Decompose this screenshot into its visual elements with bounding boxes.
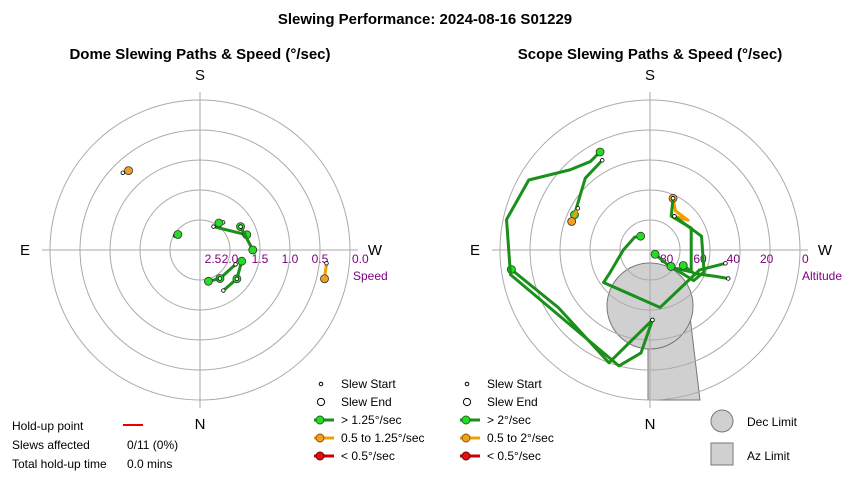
radial-tick-label: 1.0 (282, 252, 299, 266)
slew-start-point (324, 261, 329, 266)
dome-dir-left: E (20, 242, 30, 259)
slew-end-point (203, 276, 213, 286)
slew-start-point (238, 224, 243, 229)
dome-legend-medium: 0.5 to 1.25°/sec (341, 431, 425, 445)
dome-legend-fast: > 1.25°/sec (341, 413, 402, 427)
slew-path (572, 158, 604, 217)
scope-legend-medium: 0.5 to 2°/sec (487, 431, 554, 445)
slew-start-point (650, 317, 655, 323)
slews-affected-label: Slews affected (12, 438, 90, 452)
dome-chart: Dome Slewing Paths & Speed (°/sec) S N E… (20, 46, 388, 433)
radial-tick-label: 40 (727, 252, 741, 266)
slew-start-point (672, 214, 677, 219)
slew-end-point (666, 262, 676, 271)
slew-start-point (233, 262, 238, 267)
dome-legend-slow: < 0.5°/sec (341, 449, 395, 463)
slews-affected-value: 0/11 (0%) (127, 438, 178, 452)
slew-end-point (636, 231, 646, 241)
limit-legend: Dec Limit Az Limit (710, 409, 798, 466)
radial-tick-label: 0 (802, 252, 809, 266)
scope-dir-right: W (818, 242, 833, 259)
dome-legend-start: Slew Start (341, 377, 396, 391)
dome-radial-ticks: 2.5 2.0 1.5 1.0 0.5 0.0 (205, 252, 369, 266)
dome-radial-axis-label: Speed (353, 269, 388, 283)
legend-start-marker (464, 381, 470, 387)
scope-chart-title: Scope Slewing Paths & Speed (°/sec) (518, 46, 782, 63)
slew-path (212, 225, 249, 237)
slew-path (505, 150, 654, 368)
legend-end-marker (316, 397, 326, 407)
scope-legend-fast: > 2°/sec (487, 413, 531, 427)
holdup-point-label: Hold-up point (12, 419, 84, 433)
slew-start-point (211, 224, 216, 229)
slew-start-point (217, 276, 223, 281)
total-holdup-value: 0.0 mins (127, 457, 172, 471)
slew-end-point (173, 230, 183, 239)
dome-chart-title: Dome Slewing Paths & Speed (°/sec) (69, 46, 330, 63)
az-limit-label: Az Limit (747, 449, 790, 463)
az-limit-swatch (710, 442, 734, 466)
scope-legend-start: Slew Start (487, 377, 542, 391)
holdup-info: Hold-up point Slews affected 0/11 (0%) T… (12, 419, 178, 471)
slew-end-point (650, 249, 660, 259)
radial-tick-label: 20 (760, 252, 774, 266)
slew-end-point (567, 217, 577, 226)
radial-tick-label: 2.5 (205, 252, 222, 266)
dome-paths (120, 166, 329, 293)
dome-dir-top: S (195, 67, 205, 84)
scope-dir-left: E (470, 242, 480, 259)
scope-chart: Scope Slewing Paths & Speed (°/sec) S N … (470, 46, 842, 433)
scope-legend-end: Slew End (487, 395, 538, 409)
legend-fast-swatch (314, 415, 334, 425)
dome-legend-end: Slew End (341, 395, 392, 409)
slew-end-point (248, 245, 258, 255)
slew-start-point (600, 158, 605, 163)
slew-start-point (120, 170, 125, 175)
slew-path (602, 234, 728, 309)
legend-slow-swatch (460, 451, 480, 461)
scope-paths (505, 147, 731, 368)
slew-path (671, 196, 690, 222)
total-holdup-label: Total hold-up time (12, 457, 107, 471)
slew-end-point (595, 147, 605, 157)
slew-start-point (670, 196, 676, 201)
slew-end-point (237, 256, 247, 266)
legend-medium-swatch (314, 433, 334, 443)
legend-medium-swatch (460, 433, 480, 443)
dome-dir-right: W (368, 242, 383, 259)
dec-limit-swatch (710, 409, 734, 433)
scope-radial-axis-label: Altitude (802, 269, 842, 283)
slew-start-point (723, 261, 728, 266)
radial-tick-label: 1.5 (252, 252, 269, 266)
scope-dir-top: S (645, 67, 655, 84)
slew-start-point (234, 276, 240, 282)
scope-legend-slow: < 0.5°/sec (487, 449, 541, 463)
slew-start-point (575, 206, 581, 211)
dec-limit-label: Dec Limit (747, 415, 798, 429)
dome-dir-bottom: N (195, 416, 206, 433)
legend-slow-swatch (314, 451, 334, 461)
slew-end-point (678, 261, 688, 270)
legend-end-marker (462, 397, 472, 407)
slew-end-point (320, 274, 329, 284)
scope-dir-bottom: N (645, 416, 656, 433)
slew-start-point (221, 288, 226, 293)
radial-tick-label: 0.0 (352, 252, 369, 266)
slew-path (239, 225, 255, 252)
scope-grid (492, 92, 808, 408)
dome-grid (42, 92, 358, 408)
slew-path (669, 214, 706, 283)
radial-tick-label: 2.0 (222, 252, 239, 266)
slew-end-point (214, 218, 224, 228)
slew-path (681, 263, 730, 281)
legend-fast-swatch (460, 415, 480, 425)
slew-start-point (726, 276, 731, 281)
slew-end-point (124, 166, 133, 176)
figure-title: Slewing Performance: 2024-08-16 S01229 (278, 11, 572, 28)
radial-tick-label: 0.5 (312, 252, 329, 266)
legend-start-marker (318, 381, 324, 387)
dome-legend: Slew Start Slew End > 1.25°/sec 0.5 to 1… (314, 377, 425, 463)
scope-legend: Slew Start Slew End > 2°/sec 0.5 to 2°/s… (460, 377, 554, 463)
